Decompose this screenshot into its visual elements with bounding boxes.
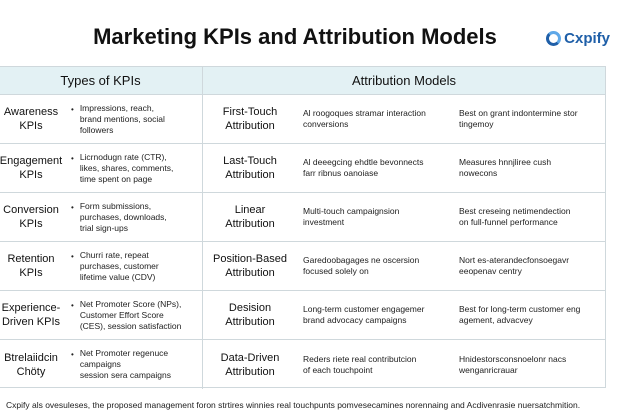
- page-title: Marketing KPIs and Attribution Models: [93, 24, 497, 49]
- model-use-case: Best on grant indontermine stor tingemoy: [459, 108, 578, 129]
- model-description: Al deeegcing ehdtle bevonnects farr ribn…: [303, 157, 424, 178]
- kpi-description: • Form submissions, purchases, downloads,…: [63, 193, 203, 241]
- table-row: Engagement KPIs • Licrnodugn rate (CTR), …: [0, 144, 605, 193]
- model-description: Multi-touch campaignsion investment: [303, 206, 400, 227]
- bullet-icon: •: [71, 154, 74, 163]
- bullet-icon: •: [71, 301, 74, 310]
- header-types-of-kpis: Types of KPIs: [0, 67, 203, 94]
- model-use-case: Nort es-aterandecfonsoegavr eeopenav cen…: [459, 255, 570, 276]
- kpi-name: Retention KPIs: [7, 253, 55, 279]
- model-name: Linear Attribution: [225, 204, 275, 230]
- bullet-icon: •: [71, 350, 74, 359]
- model-use-case: Measures hnnjliree cush nowecons: [459, 157, 552, 178]
- model-description: Al roogoques stramar interaction convers…: [303, 108, 426, 129]
- model-description: Long-term customer engagemer brand advoc…: [303, 304, 425, 325]
- kpi-description: • Net Promoter Score (NPs), Customer Effo…: [63, 291, 203, 339]
- kpi-description: • Churri rate, repeat purchases, customer…: [63, 242, 203, 290]
- footer-note: Cxpify als ovesuleses, the proposed mana…: [6, 400, 581, 410]
- bullet-icon: •: [71, 105, 74, 114]
- table-row: Retention KPIs • Churri rate, repeat purc…: [0, 242, 605, 291]
- brand-logo-icon: [546, 31, 562, 46]
- table-row: Awareness KPIs • Impressions, reach, bran…: [0, 95, 605, 144]
- model-name: Position-Based Attribution: [213, 253, 287, 279]
- header-attribution-models: Attribution Models: [351, 73, 457, 88]
- kpi-name: Conversion KPIs: [3, 204, 59, 230]
- bullet-icon: •: [71, 252, 74, 261]
- model-name: Desision Attribution: [225, 302, 275, 328]
- kpi-name: Awareness KPIs: [3, 106, 59, 132]
- kpi-description: • Impressions, reach, brand mentions, soc…: [63, 95, 203, 143]
- model-use-case: Best creseing netimendection on full-fun…: [459, 206, 571, 227]
- bullet-icon: •: [71, 203, 74, 212]
- brand-logo: Cxpify: [546, 30, 610, 47]
- model-description: Garedoobagages ne oscersion focused sole…: [303, 255, 420, 276]
- model-name: First-Touch Attribution: [222, 106, 278, 132]
- model-use-case: Hnidestorsconsnoelonr nacs wenganricraua…: [459, 353, 567, 375]
- kpi-name: Experience- Driven KPIs: [1, 302, 61, 328]
- kpi-description: • Licrnodugn rate (CTR), likes, shares, c…: [63, 144, 203, 192]
- table-row: Btrelaiidcin Chöty • Net Promoter regenuc…: [0, 340, 605, 389]
- model-name: Data-Driven Attribution: [220, 351, 280, 378]
- model-use-case: Best for long-term customer eng agement,…: [459, 304, 581, 325]
- kpi-description: • Net Promoter regenuce campaigns session…: [63, 340, 203, 389]
- table-row: Conversion KPIs • Form submissions, purch…: [0, 193, 605, 242]
- kpi-name: Engagement KPIs: [0, 155, 63, 181]
- kpi-attribution-table: Types of KPIs Attribution Models Awarene…: [0, 66, 606, 389]
- table-row: Experience- Driven KPIs • Net Promoter Sc…: [0, 291, 605, 340]
- model-name: Last-Touch Attribution: [223, 155, 277, 181]
- model-description: Reders riete real contributcion of each …: [303, 353, 417, 375]
- brand-logo-text: Cxpify: [564, 30, 610, 47]
- kpi-name: Btrelaiidcin Chöty: [4, 351, 58, 378]
- table-header: Types of KPIs Attribution Models: [0, 67, 605, 95]
